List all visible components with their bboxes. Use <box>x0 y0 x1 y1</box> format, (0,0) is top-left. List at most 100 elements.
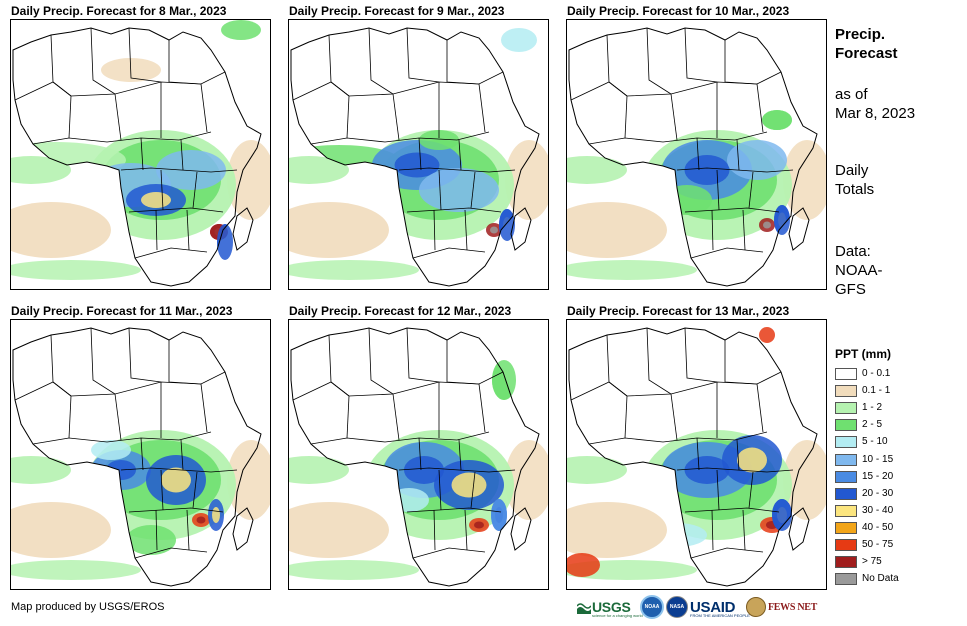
precip-patch <box>783 440 826 520</box>
legend-label: 10 - 15 <box>862 453 894 465</box>
country-border <box>14 371 226 401</box>
legend-label: 15 - 20 <box>862 470 894 482</box>
side-data-line2: NOAA- <box>835 262 883 279</box>
precip-patch <box>91 440 131 460</box>
country-border <box>570 71 782 101</box>
country-border <box>646 327 672 395</box>
map-svg-6 <box>567 327 826 587</box>
precip-patch <box>11 502 111 558</box>
country-border <box>716 169 720 211</box>
map-svg-5 <box>289 327 548 587</box>
madagascar-outline <box>232 207 254 251</box>
country-border <box>684 327 718 383</box>
precip-map-day-2 <box>288 19 549 290</box>
map-svg-2 <box>289 27 548 287</box>
country-border <box>368 27 394 95</box>
usgs-logo: USGS science for a changing world <box>577 596 643 618</box>
side-asof-line1: as of <box>835 86 868 103</box>
side-totals-line1: Daily <box>835 162 869 179</box>
nasa-meatball-icon: NASA <box>666 596 688 618</box>
precip-patch <box>762 110 792 130</box>
precip-patch <box>684 456 730 484</box>
precip-patch <box>567 553 600 577</box>
precip-patch <box>389 488 429 512</box>
noaa-logo: NOAA <box>640 595 664 619</box>
country-border <box>684 507 780 513</box>
country-border <box>120 467 238 473</box>
country-border <box>478 83 486 133</box>
precip-patch <box>11 560 141 580</box>
precip-map-day-4 <box>10 319 271 590</box>
precip-patch <box>567 260 697 280</box>
country-border <box>736 139 740 171</box>
country-border <box>646 27 672 95</box>
precip-patch <box>490 226 498 234</box>
legend-swatch <box>835 504 857 517</box>
country-border <box>192 471 198 509</box>
country-border <box>140 137 144 171</box>
legend-swatch <box>835 470 857 483</box>
legend-swatch <box>835 556 857 569</box>
country-border <box>438 469 442 511</box>
usaid-tagline: FROM THE AMERICAN PEOPLE <box>690 613 750 618</box>
country-border <box>406 27 440 83</box>
country-border <box>418 137 422 171</box>
legend-label: 30 - 40 <box>862 504 894 516</box>
africa-coastline <box>568 327 818 587</box>
country-border <box>292 371 504 401</box>
country-border <box>192 171 198 209</box>
precip-patch <box>156 150 226 190</box>
country-border <box>756 83 764 133</box>
country-border <box>458 439 462 471</box>
country-border <box>168 340 202 385</box>
usaid-text: USAID <box>690 598 736 616</box>
noaa-text: NOAA <box>644 604 660 610</box>
precip-patch <box>505 140 548 220</box>
legend-swatch <box>835 573 857 586</box>
legend-label: 40 - 50 <box>862 521 894 533</box>
precip-patch <box>501 28 537 52</box>
precip-patch <box>505 440 548 520</box>
country-border <box>180 139 184 171</box>
country-border <box>711 209 714 251</box>
country-border <box>446 340 480 385</box>
legend-label: 1 - 2 <box>862 402 883 414</box>
country-border <box>470 471 476 509</box>
country-border <box>368 327 394 395</box>
precip-patch <box>772 499 792 531</box>
panel-title-2: Daily Precip. Forecast for 9 Mar., 2023 <box>289 4 505 18</box>
precip-patch <box>221 20 261 40</box>
precip-patch <box>217 224 233 260</box>
country-border <box>128 327 162 383</box>
precip-patch <box>727 140 787 180</box>
fewsnet-text: FEWS NET <box>768 601 818 613</box>
country-border <box>684 27 718 83</box>
country-border <box>670 93 678 141</box>
country-border <box>433 209 436 251</box>
country-border <box>32 131 212 145</box>
precip-patch <box>567 502 667 558</box>
country-border <box>134 247 208 259</box>
country-border <box>742 209 746 251</box>
country-border <box>310 431 490 445</box>
precip-patch <box>196 516 206 524</box>
country-border <box>292 71 504 101</box>
country-border <box>606 34 628 97</box>
country-border <box>328 334 350 397</box>
country-border <box>670 393 678 441</box>
country-border <box>696 437 700 471</box>
side-asof-line2: Mar 8, 2023 <box>835 105 916 122</box>
country-border <box>464 209 468 251</box>
legend-label: 0.1 - 1 <box>862 385 891 397</box>
panel-title-5: Daily Precip. Forecast for 12 Mar., 2023 <box>289 304 512 318</box>
precip-map-day-1 <box>10 19 271 290</box>
side-data-line1: Data: <box>835 243 871 260</box>
legend-label: 5 - 10 <box>862 436 888 448</box>
legend-swatch <box>835 487 857 500</box>
country-border <box>168 40 202 85</box>
map-svg-3 <box>567 27 826 287</box>
country-border <box>606 334 628 397</box>
side-title-line2: Forecast <box>835 45 898 62</box>
side-data-line3: GFS <box>835 281 866 298</box>
country-border <box>690 247 764 259</box>
